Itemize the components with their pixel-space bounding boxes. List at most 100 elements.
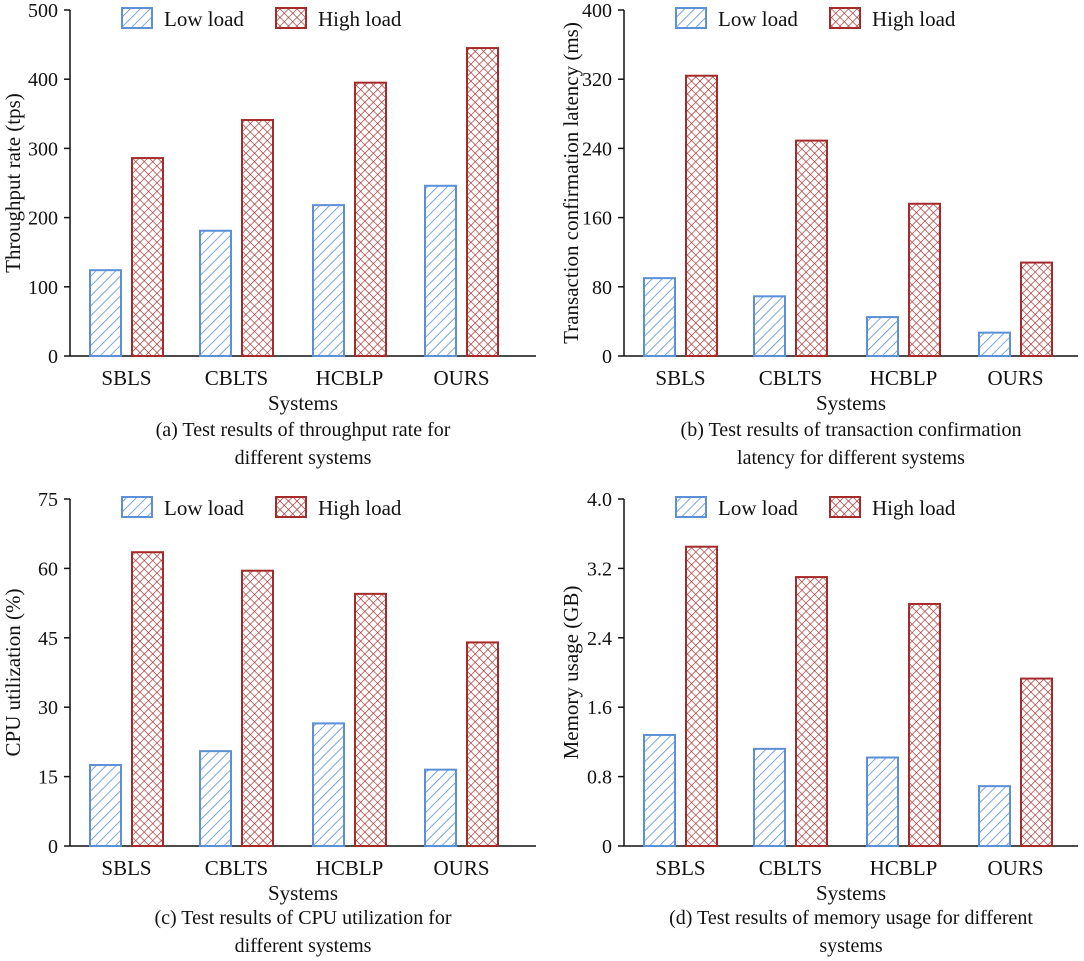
x-axis-title: Systems <box>268 391 338 415</box>
category-label: SBLS <box>655 366 705 390</box>
bar-high-load-cblts <box>241 119 274 357</box>
category-label: HCBLP <box>316 366 384 390</box>
legend-label-low-load: Low load <box>718 7 798 31</box>
chart-caption-line: (a) Test results of throughput rate for <box>156 419 451 441</box>
bar-low-load-cblts <box>199 229 232 357</box>
category-label: OURS <box>987 366 1043 390</box>
bar-low-load-hcblp <box>866 316 899 358</box>
y-tick-label: 240 <box>582 138 612 160</box>
bar-low-load-sbls <box>643 733 676 848</box>
y-tick-label: 200 <box>28 208 58 230</box>
bar-high-load-sbls <box>131 551 164 847</box>
y-tick-label: 0 <box>48 836 58 858</box>
category-label: HCBLP <box>316 856 384 880</box>
bar-high-load-hcblp <box>908 202 941 357</box>
bar-high-load-cblts <box>795 576 828 847</box>
bar-low-load-hcblp <box>866 756 899 848</box>
y-tick-label: 80 <box>592 277 612 299</box>
legend-swatch-high-load <box>829 496 861 518</box>
bar-high-load-hcblp <box>354 592 387 848</box>
bar-low-load-cblts <box>753 747 786 848</box>
bar-low-load-ours <box>424 768 457 847</box>
bar-low-load-sbls <box>89 269 122 357</box>
chart-caption-line: different systems <box>235 935 372 957</box>
legend-swatch-high-load <box>275 496 307 518</box>
y-tick-label: 160 <box>582 208 612 230</box>
legend-label-high-load: High load <box>318 7 402 31</box>
bar-high-load-hcblp <box>908 602 941 848</box>
x-axis-title: Systems <box>816 881 886 905</box>
category-label: HCBLP <box>870 366 938 390</box>
y-tick-label: 100 <box>28 277 58 299</box>
bar-high-load-ours <box>1020 677 1053 848</box>
y-tick-label: 15 <box>38 767 58 789</box>
chart-panel-b: 0 80 160 240 320 400 SBLS CBLTS HCBLP OURS Systems… <box>559 0 1078 469</box>
y-tick-label: 0 <box>602 346 612 368</box>
legend-label-low-load: Low load <box>164 496 244 520</box>
y-axis-title: Memory usage (GB) <box>559 586 583 760</box>
legend-swatch-low-load <box>675 496 707 518</box>
chart-panel-a: 0 100 200 300 400 500 SBLS CBLTS HCBLP OURS System… <box>1 0 536 469</box>
y-tick-label: 60 <box>38 558 58 580</box>
y-tick-label: 45 <box>38 628 58 650</box>
y-tick-label: 30 <box>38 697 58 719</box>
chart-caption-line: (d) Test results of memory usage for dif… <box>669 907 1033 929</box>
legend-label-high-load: High load <box>318 496 402 520</box>
y-axis-title: CPU utilization (%) <box>1 589 25 757</box>
chart-caption-line: (b) Test results of transaction confirma… <box>681 419 1022 441</box>
bar-high-load-cblts <box>795 139 828 357</box>
x-axis-title: Systems <box>816 391 886 415</box>
bar-high-load-hcblp <box>354 81 387 357</box>
bar-low-load-ours <box>978 331 1011 357</box>
y-tick-label: 320 <box>582 69 612 91</box>
bar-high-load-cblts <box>241 569 274 847</box>
y-tick-label: 400 <box>582 0 612 22</box>
category-label: SBLS <box>101 366 151 390</box>
y-axis-title: Throughput rate (tps) <box>1 93 25 273</box>
category-label: CBLTS <box>205 856 268 880</box>
legend-swatch-low-load <box>675 7 707 29</box>
bar-high-load-sbls <box>685 545 718 848</box>
legend: Low load High load <box>675 7 956 31</box>
chart-caption-line: systems <box>819 935 883 957</box>
y-tick-label: 300 <box>28 138 58 160</box>
legend-label-high-load: High load <box>872 7 956 31</box>
bar-low-load-sbls <box>643 277 676 357</box>
legend-label-low-load: Low load <box>718 496 798 520</box>
category-label: OURS <box>987 856 1043 880</box>
legend-swatch-high-load <box>275 7 307 29</box>
legend-label-high-load: High load <box>872 496 956 520</box>
legend: Low load High load <box>121 496 402 520</box>
bar-high-load-ours <box>1020 261 1053 357</box>
bar-low-load-ours <box>978 785 1011 848</box>
y-tick-label: 0 <box>602 836 612 858</box>
chart-caption-line: latency for different systems <box>737 447 965 469</box>
category-label: CBLTS <box>759 366 822 390</box>
bar-low-load-hcblp <box>312 722 345 847</box>
bar-low-load-ours <box>424 184 457 357</box>
category-label: CBLTS <box>205 366 268 390</box>
y-tick-label: 3.2 <box>587 558 612 580</box>
y-tick-label: 4.0 <box>587 489 612 511</box>
y-tick-label: 500 <box>28 0 58 22</box>
bar-low-load-cblts <box>753 295 786 358</box>
chart-panel-c: 0 15 30 45 60 75 SBLS CBLTS HCBLP OURS Systems CPU … <box>1 489 536 957</box>
category-label: OURS <box>433 366 489 390</box>
y-tick-label: 0 <box>48 346 58 368</box>
bar-low-load-hcblp <box>312 204 345 357</box>
bar-low-load-cblts <box>199 750 232 847</box>
bar-high-load-sbls <box>131 157 164 357</box>
x-axis-title: Systems <box>268 881 338 905</box>
y-tick-label: 75 <box>38 489 58 511</box>
bar-high-load-ours <box>466 47 499 358</box>
bar-low-load-sbls <box>89 764 122 847</box>
bar-high-load-sbls <box>685 74 718 358</box>
bar-high-load-ours <box>466 641 499 848</box>
category-label: HCBLP <box>870 856 938 880</box>
legend-swatch-low-load <box>121 496 153 518</box>
category-label: SBLS <box>101 856 151 880</box>
y-tick-label: 2.4 <box>587 628 612 650</box>
category-label: OURS <box>433 856 489 880</box>
